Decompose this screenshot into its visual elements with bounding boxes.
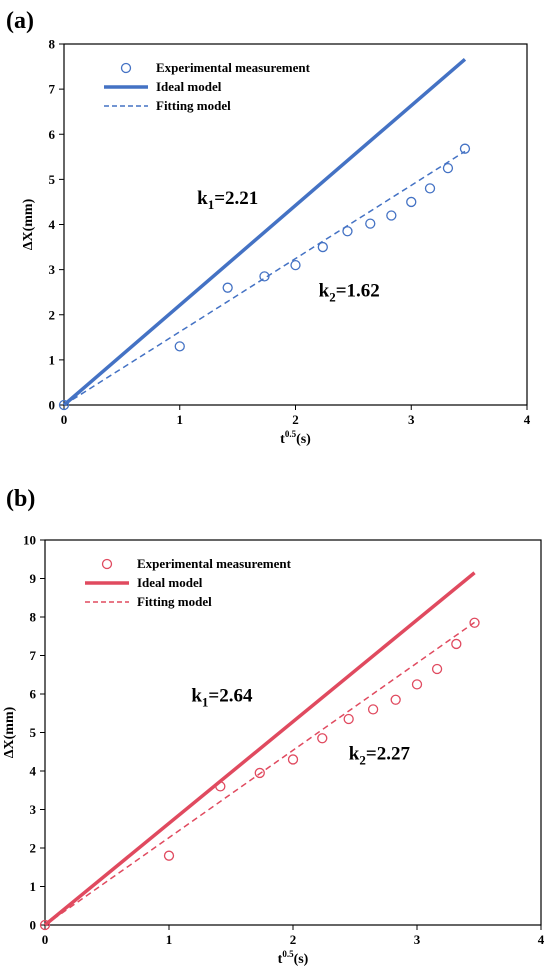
x-tick-label: 3 (408, 412, 415, 427)
x-tick-label: 1 (166, 932, 173, 947)
k-annotation: k2=2.27 (349, 743, 411, 767)
x-tick-label: 0 (42, 932, 49, 947)
legend-marker (101, 558, 113, 570)
legend-label: Ideal model (137, 575, 203, 590)
data-point (290, 259, 301, 271)
data-point (411, 679, 423, 690)
y-tick-label: 3 (49, 262, 56, 277)
data-point (386, 210, 397, 221)
panel-label: (b) (6, 486, 35, 512)
data-point (317, 241, 328, 253)
x-tick-label: 3 (414, 932, 421, 947)
fitting-model-line (63, 150, 466, 406)
y-tick-label: 9 (30, 571, 37, 586)
data-point (406, 196, 417, 208)
ideal-model-line (43, 571, 476, 927)
legend-label: Experimental measurement (156, 60, 311, 75)
y-tick-label: 2 (49, 307, 56, 322)
x-tick-label: 4 (538, 932, 545, 947)
data-point (459, 143, 471, 154)
y-tick-label: 2 (30, 841, 37, 856)
y-tick-label: 1 (30, 879, 37, 894)
chart-panel-a: (a) 0 1 2 3 4 0 1 2 3 4 5 6 7 8 t0.5(s) ΔX(mm) Experiment… (6, 8, 531, 447)
x-tick-label: 2 (290, 932, 297, 947)
data-point (39, 919, 51, 931)
data-point (390, 694, 401, 705)
x-tick-label: 1 (177, 412, 184, 427)
data-point (424, 183, 436, 194)
plot-frame (63, 43, 528, 406)
data-point (163, 850, 175, 861)
data-point (342, 226, 353, 237)
data-point (451, 638, 462, 650)
y-tick-label: 0 (30, 918, 37, 933)
y-tick-label: 7 (49, 82, 56, 97)
legend-label: Experimental measurement (137, 556, 292, 571)
x-tick-label: 2 (292, 412, 299, 427)
x-tick-label: 4 (524, 412, 531, 427)
legend-marker (120, 62, 132, 74)
data-point (317, 733, 328, 744)
data-point (222, 282, 233, 293)
data-point (431, 663, 443, 675)
x-axis-title: t0.5(s) (280, 429, 311, 447)
y-tick-label: 5 (49, 172, 56, 187)
k-annotation: k1=2.64 (191, 686, 253, 710)
data-point (254, 767, 265, 779)
y-tick-label: 3 (30, 802, 37, 817)
data-point (367, 704, 379, 715)
panel-label: (a) (6, 8, 34, 34)
legend-label: Fitting model (156, 98, 231, 113)
legend-label: Ideal model (156, 79, 222, 94)
k-annotation: k2=1.62 (319, 281, 380, 305)
x-axis-title: t0.5(s) (278, 949, 309, 967)
data-point (343, 713, 354, 725)
y-tick-label: 1 (49, 352, 56, 367)
y-tick-label: 6 (49, 127, 56, 142)
data-point (58, 399, 70, 411)
y-tick-label: 0 (49, 398, 56, 413)
data-point (365, 218, 376, 229)
y-tick-label: 7 (30, 648, 37, 663)
chart-panel-b: (b) 0 1 2 3 4 0 1 2 3 4 5 6 7 8 9 10 t0.5(s) ΔX(mm) Experim… (2, 486, 545, 967)
k-annotation: k1=2.21 (197, 188, 258, 212)
y-tick-label: 6 (30, 687, 37, 702)
data-point (259, 271, 270, 282)
x-tick-label: 0 (61, 412, 68, 427)
y-tick-label: 8 (49, 37, 56, 52)
plot-frame (44, 539, 542, 926)
y-axis-title: ΔX(mm) (21, 198, 36, 250)
legend-label: Fitting model (137, 594, 212, 609)
y-axis-title: ΔX(mm) (2, 706, 17, 758)
fitting-model-line (44, 621, 475, 926)
y-tick-label: 4 (49, 217, 56, 232)
y-tick-label: 4 (30, 764, 37, 779)
y-tick-label: 5 (30, 725, 37, 740)
data-point (174, 341, 185, 352)
data-point (442, 162, 454, 174)
data-point (469, 617, 480, 628)
y-tick-label: 10 (23, 533, 36, 548)
y-tick-label: 8 (30, 610, 37, 625)
ideal-model-line (62, 58, 467, 407)
data-point (287, 754, 299, 765)
